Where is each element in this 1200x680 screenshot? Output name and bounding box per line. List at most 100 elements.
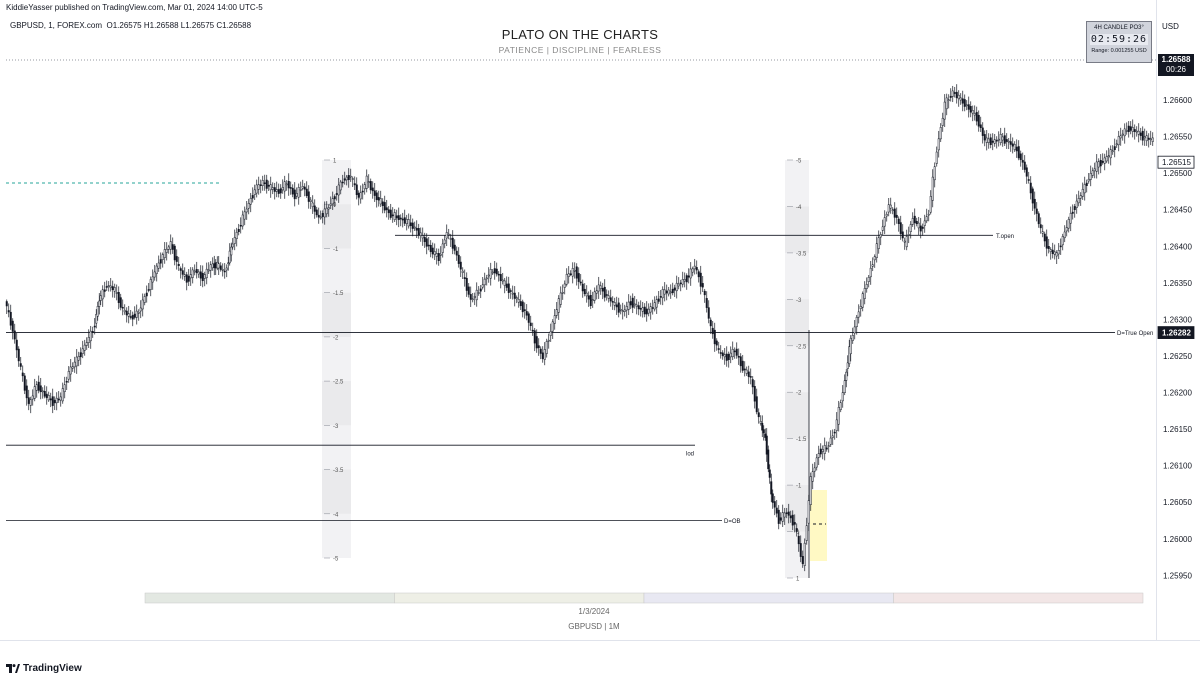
candle-body <box>795 528 798 532</box>
candle-body <box>817 453 820 458</box>
candle-body <box>247 203 250 209</box>
candle-body <box>1041 231 1044 234</box>
candle-body <box>1127 125 1130 133</box>
candle-body <box>1113 146 1116 150</box>
candle-body <box>848 346 851 365</box>
candle-body <box>1063 231 1066 239</box>
candle-body <box>293 189 296 200</box>
candle-body <box>951 90 954 97</box>
candle-body <box>885 213 888 217</box>
candle-body <box>1049 249 1052 252</box>
candle-countdown: 02:59:26 <box>1090 34 1148 45</box>
candle-body <box>917 222 920 229</box>
candle-body <box>777 509 780 524</box>
candle-body <box>787 511 790 516</box>
candle-body <box>803 542 806 566</box>
candle-body <box>45 393 48 398</box>
candle-body <box>527 313 530 323</box>
candle-body <box>539 348 542 354</box>
candle-body <box>205 268 208 279</box>
symbol-label[interactable]: GBPUSD, 1, FOREX.com <box>10 21 103 30</box>
candle-body <box>935 151 938 164</box>
candle-body <box>183 274 186 277</box>
candle-body <box>647 308 650 314</box>
candle-range: Range: 0.001255 USD <box>1091 48 1147 54</box>
candle-body <box>99 295 102 301</box>
candle-body <box>230 246 233 256</box>
candle-body <box>835 419 838 431</box>
candle-body <box>171 244 174 250</box>
currency-label[interactable]: USD <box>1162 22 1179 31</box>
candle-body <box>69 366 72 375</box>
candle-body <box>611 301 614 303</box>
candle-body <box>1033 198 1036 209</box>
price-tick-label: 1.26050 <box>1163 498 1192 507</box>
candle-body <box>323 208 326 218</box>
candle-body <box>853 326 856 334</box>
candle-body <box>957 94 960 100</box>
candle-body <box>587 295 590 300</box>
candle-body <box>283 181 286 192</box>
candle-body <box>101 289 104 300</box>
candle-body <box>217 263 220 269</box>
candle-body <box>1067 219 1070 229</box>
fib-level-label: 0 <box>796 530 800 536</box>
candle-body <box>557 298 560 313</box>
candle-body <box>827 445 830 447</box>
candle-body <box>1005 139 1008 142</box>
fib-level-label: 1 <box>796 577 800 583</box>
candle-body <box>5 301 8 307</box>
candle-body <box>985 137 988 143</box>
candle-body <box>141 299 144 310</box>
candle-body <box>821 449 824 452</box>
candle-body <box>31 395 34 400</box>
price-chart[interactable]: 1 0 -1 -1.5 -2 -2.5 -3 -3.5 -4 -5 -5 -4 -3.5 -3 -2.5 -2… <box>0 0 1200 640</box>
candle-body <box>317 214 320 218</box>
candle-body <box>449 238 452 240</box>
candle-body <box>98 300 101 307</box>
candle-body <box>713 329 716 345</box>
fib-level-label: 1 <box>333 159 337 165</box>
candle-body <box>117 292 120 303</box>
candle-body <box>285 183 288 186</box>
session-segment <box>893 592 1144 604</box>
candle-body <box>929 196 932 213</box>
candle-body <box>261 180 264 186</box>
candle-body <box>1061 236 1064 246</box>
candle-body <box>93 325 96 328</box>
candle-body <box>879 234 882 238</box>
candle-body <box>749 376 752 378</box>
candle-body <box>457 254 460 264</box>
candle-body <box>911 218 914 225</box>
candle-body <box>201 272 204 282</box>
candle-body <box>681 279 684 285</box>
candle-body <box>159 259 162 264</box>
candle-body <box>241 214 244 227</box>
candle-body <box>301 186 304 189</box>
candle-body <box>115 292 118 294</box>
candle-body <box>187 275 190 282</box>
fib-band-shade <box>322 381 351 426</box>
candle-body <box>455 250 458 256</box>
candle-body <box>87 337 90 343</box>
candle-body <box>387 209 390 214</box>
tradingview-footer[interactable]: TradingView <box>6 663 82 674</box>
chart-subtitle: PATIENCE | DISCIPLINE | FEARLESS <box>498 45 662 55</box>
candle-body <box>57 398 60 401</box>
candle-body <box>365 175 368 189</box>
candle-body <box>955 91 958 99</box>
candle-body <box>491 271 494 274</box>
candle-body <box>731 348 734 358</box>
candle-body <box>543 349 546 360</box>
candle-body <box>573 269 576 272</box>
candle-body <box>325 207 328 215</box>
candle-body <box>1069 213 1072 224</box>
candle-body <box>25 385 28 399</box>
candle-body <box>1091 170 1094 176</box>
candle-body <box>737 355 740 358</box>
candle-body <box>969 106 972 113</box>
candle-body <box>233 237 236 244</box>
candle-body <box>715 340 718 346</box>
candle-body <box>333 196 336 200</box>
candle-body <box>605 294 608 296</box>
